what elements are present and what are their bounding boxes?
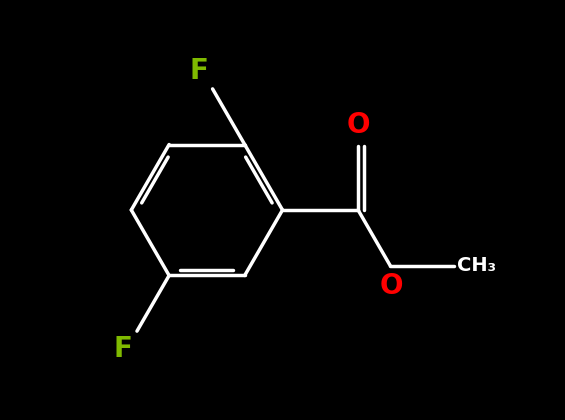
Text: CH₃: CH₃ — [457, 256, 496, 275]
Text: F: F — [114, 335, 133, 363]
Text: F: F — [189, 57, 208, 85]
Text: O: O — [346, 111, 370, 139]
Text: O: O — [379, 272, 403, 300]
